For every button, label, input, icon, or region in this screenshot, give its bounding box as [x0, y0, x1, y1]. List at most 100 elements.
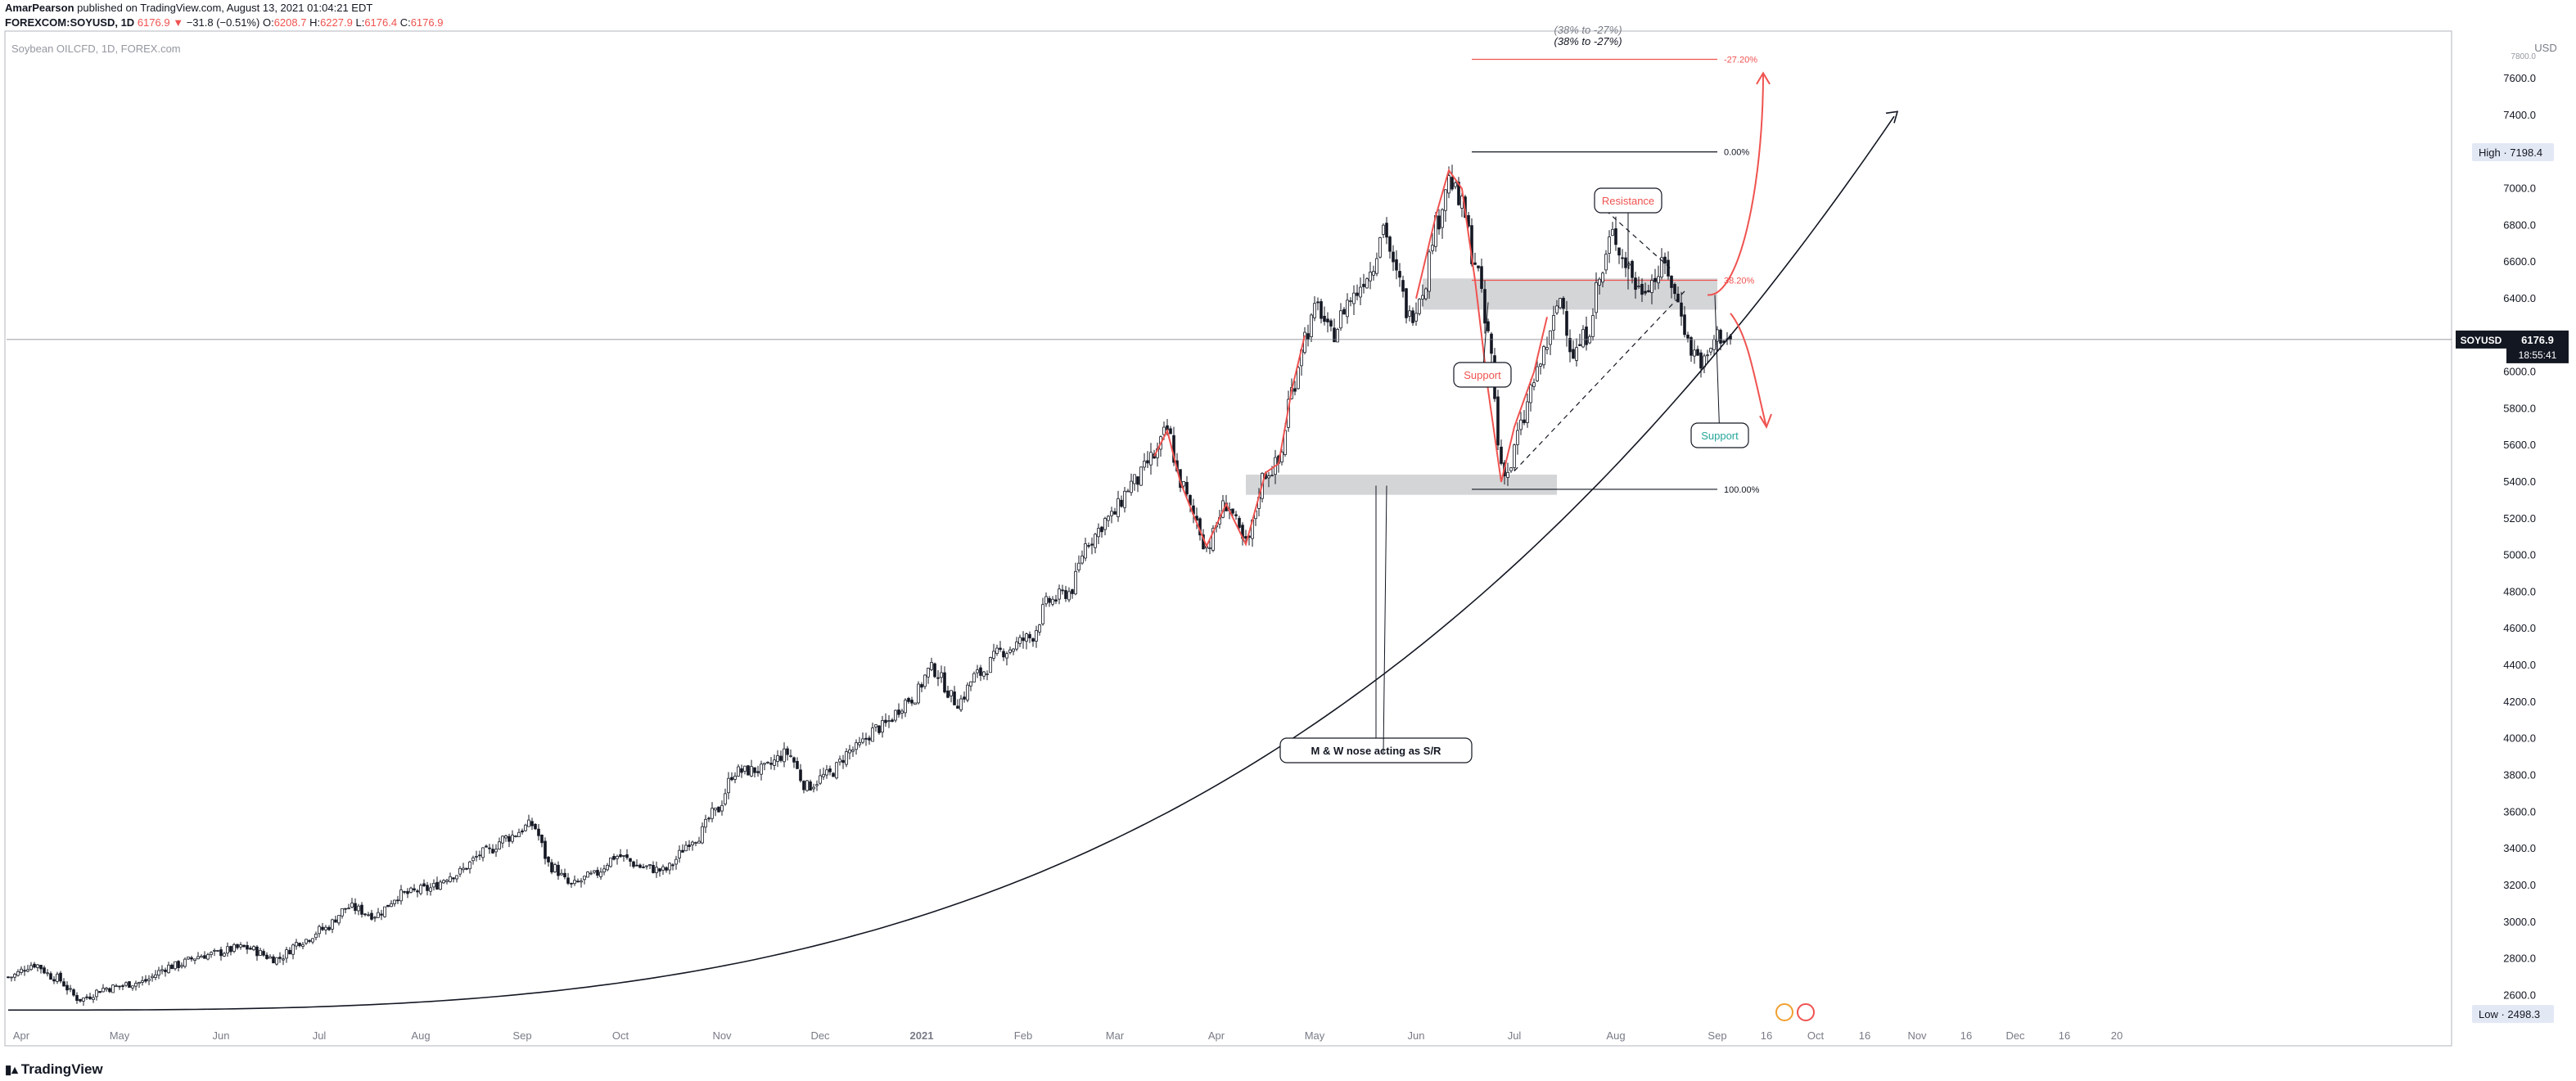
- candle-body: [573, 880, 576, 885]
- candle-body: [494, 849, 498, 853]
- candle-body: [134, 983, 138, 987]
- candle-body: [1490, 333, 1493, 354]
- candle-body: [763, 763, 766, 765]
- y-tick-label: 3000.0: [2503, 916, 2536, 928]
- candle-body: [1542, 346, 1545, 366]
- bull-projection-arrow: [1707, 73, 1764, 296]
- candle-body: [1690, 337, 1693, 356]
- footer-brand[interactable]: ▮▴ TradingView: [5, 1061, 103, 1078]
- last-price-value: 6176.9: [137, 16, 170, 29]
- candle-body: [802, 781, 805, 790]
- candle-body: [711, 808, 714, 819]
- candle-body: [229, 946, 232, 953]
- candle-body: [652, 864, 655, 873]
- brand-name: TradingView: [20, 1061, 103, 1077]
- candle-body: [1342, 309, 1346, 315]
- x-tick-label: Apr: [13, 1029, 30, 1042]
- candle-body: [1077, 562, 1080, 570]
- x-tick-label: May: [1305, 1029, 1325, 1042]
- candle-body: [1084, 543, 1087, 559]
- candle-body: [1297, 367, 1300, 390]
- bear-projection-arrow: [1730, 313, 1767, 428]
- author-name[interactable]: AmarPearson: [5, 2, 74, 14]
- candle-body: [20, 968, 23, 973]
- sr-zone: [1423, 278, 1717, 310]
- candle-body: [377, 912, 380, 918]
- candle-body: [16, 971, 20, 976]
- candle-body: [858, 741, 861, 745]
- candle-body: [167, 964, 170, 974]
- y-tick-label: 6800.0: [2503, 218, 2536, 231]
- candle-body: [1405, 288, 1408, 318]
- candle-body: [982, 671, 986, 677]
- candle-body: [1018, 637, 1022, 644]
- candle-body: [874, 724, 877, 727]
- earnings-icon: [1775, 1003, 1793, 1021]
- candle-body: [593, 870, 596, 873]
- candle-body: [216, 949, 219, 952]
- candle-body: [1441, 209, 1444, 228]
- candle-body: [396, 899, 399, 902]
- candle-body: [1519, 419, 1523, 430]
- candle-body: [232, 944, 236, 952]
- candle-body: [465, 867, 468, 870]
- y-tick-label: 3200.0: [2503, 879, 2536, 891]
- candle-body: [1392, 251, 1395, 263]
- high-value: 6227.9: [320, 16, 353, 29]
- candle-body: [1074, 570, 1077, 595]
- candle-body: [1513, 444, 1516, 468]
- x-tick-label: Jul: [1508, 1029, 1522, 1042]
- candle-body: [1100, 526, 1103, 533]
- candle-body: [891, 719, 894, 723]
- candle-body: [1624, 257, 1627, 268]
- candle-body: [1696, 349, 1699, 356]
- candle-body: [1103, 518, 1107, 530]
- candle-body: [268, 956, 272, 959]
- candle-body: [26, 969, 29, 972]
- candle-body: [1444, 189, 1447, 211]
- candle-body: [1693, 349, 1696, 357]
- candle-body: [910, 700, 914, 704]
- candle-body: [347, 908, 350, 910]
- candle-body: [1437, 215, 1441, 230]
- candle-body: [128, 981, 131, 988]
- candle-body: [1378, 236, 1382, 258]
- candle-body: [1608, 236, 1611, 254]
- candle-body: [210, 952, 213, 955]
- x-tick-label: Jun: [213, 1029, 230, 1042]
- candle-body: [953, 691, 956, 705]
- time-axis[interactable]: Apr May Jun Jul Aug Sep Oct Nov Dec 2021 Feb Mar Apr…: [13, 1029, 2123, 1042]
- candle-body: [1336, 329, 1339, 343]
- candle-body: [190, 957, 193, 960]
- candle-body: [714, 807, 717, 811]
- candle-body: [1388, 236, 1392, 252]
- candle-body: [1025, 633, 1028, 642]
- x-tick-label: Oct: [1807, 1029, 1825, 1042]
- candle-body: [1395, 259, 1398, 271]
- candle-body: [570, 882, 573, 885]
- candle-body: [92, 997, 95, 1000]
- candle-body: [147, 978, 151, 981]
- candle-body: [1352, 292, 1356, 304]
- candles[interactable]: [7, 164, 1732, 1007]
- candle-body: [688, 845, 691, 847]
- candle-body: [1650, 280, 1653, 293]
- y-tick-label: 4400.0: [2503, 659, 2536, 671]
- price-axis[interactable]: 2600.0 2800.0 3000.0 3200.0 3400.0 3600.0 3800…: [2456, 42, 2569, 1024]
- candle-body: [940, 672, 943, 678]
- last-price-badge-bg: [2506, 330, 2569, 363]
- candle-body: [1614, 228, 1617, 245]
- candle-body: [419, 885, 422, 894]
- x-tick-label: Dec: [2005, 1029, 2025, 1042]
- symbol-interval: FOREXCOM:SOYUSD, 1D: [5, 16, 135, 29]
- candle-body: [65, 984, 69, 991]
- y-tick-label: 6400.0: [2503, 292, 2536, 304]
- candle-body: [1356, 292, 1359, 296]
- candle-body: [1087, 545, 1090, 547]
- candle-body: [1712, 339, 1716, 350]
- candle-body: [1054, 599, 1058, 602]
- candle-body: [1421, 295, 1424, 300]
- candle-body: [1539, 363, 1542, 367]
- candle-body: [612, 856, 616, 860]
